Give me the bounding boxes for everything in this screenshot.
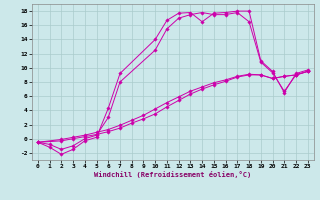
X-axis label: Windchill (Refroidissement éolien,°C): Windchill (Refroidissement éolien,°C) [94,171,252,178]
